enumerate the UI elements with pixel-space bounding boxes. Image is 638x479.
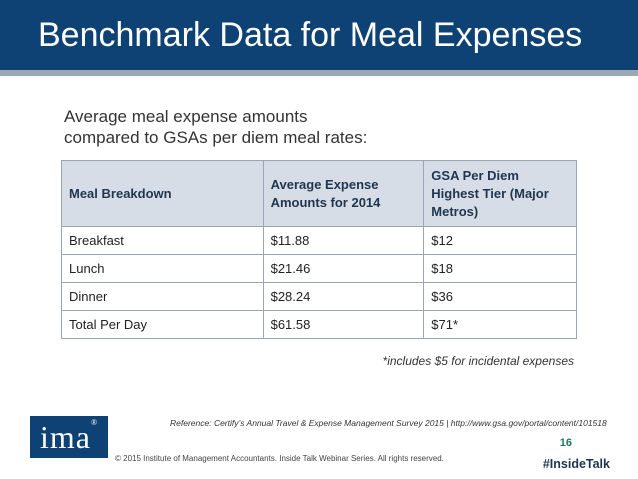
registered-mark: ® [90, 418, 99, 427]
hashtag: #InsideTalk [542, 457, 610, 471]
logo-text: ima [39, 419, 91, 455]
benchmark-table: Meal Breakdown Average Expense Amounts f… [61, 160, 577, 339]
table-row: Breakfast $11.88 $12 [61, 226, 577, 255]
header-gsa-per-diem: GSA Per Diem Highest Tier (Major Metros) [423, 160, 577, 227]
slide-title: Benchmark Data for Meal Expenses [38, 16, 583, 54]
cell-meal: Lunch [61, 254, 264, 283]
page-number: 16 [559, 437, 572, 449]
table-row: Dinner $28.24 $36 [61, 282, 577, 311]
copyright-notice: © 2015 Institute of Management Accountan… [115, 454, 444, 463]
table-row: Lunch $21.46 $18 [61, 254, 577, 283]
cell-average: $11.88 [262, 226, 425, 255]
cell-meal: Breakfast [61, 226, 264, 255]
cell-gsa: $18 [423, 254, 577, 283]
cell-meal: Dinner [61, 282, 264, 311]
table-row: Total Per Day $61.58 $71* [61, 310, 577, 339]
footnote: *includes $5 for incidental expenses [382, 354, 574, 368]
cell-gsa: $71* [423, 310, 577, 339]
ima-logo: ima® [30, 416, 108, 458]
cell-average: $28.24 [262, 282, 425, 311]
cell-gsa: $36 [423, 282, 577, 311]
table-header-row: Meal Breakdown Average Expense Amounts f… [61, 160, 577, 227]
cell-average: $61.58 [262, 310, 425, 339]
cell-gsa: $12 [423, 226, 577, 255]
cell-average: $21.46 [262, 254, 425, 283]
header-meal-breakdown: Meal Breakdown [61, 160, 264, 227]
subtitle-line-1: Average meal expense amounts [64, 107, 308, 126]
reference-citation: Reference: Certify’s Annual Travel & Exp… [170, 418, 607, 428]
cell-meal: Total Per Day [61, 310, 264, 339]
slide-subtitle: Average meal expense amounts compared to… [64, 106, 367, 148]
title-bar: Benchmark Data for Meal Expenses [0, 0, 638, 76]
header-average-expense: Average Expense Amounts for 2014 [262, 160, 425, 227]
subtitle-line-2: compared to GSAs per diem meal rates: [64, 128, 368, 147]
